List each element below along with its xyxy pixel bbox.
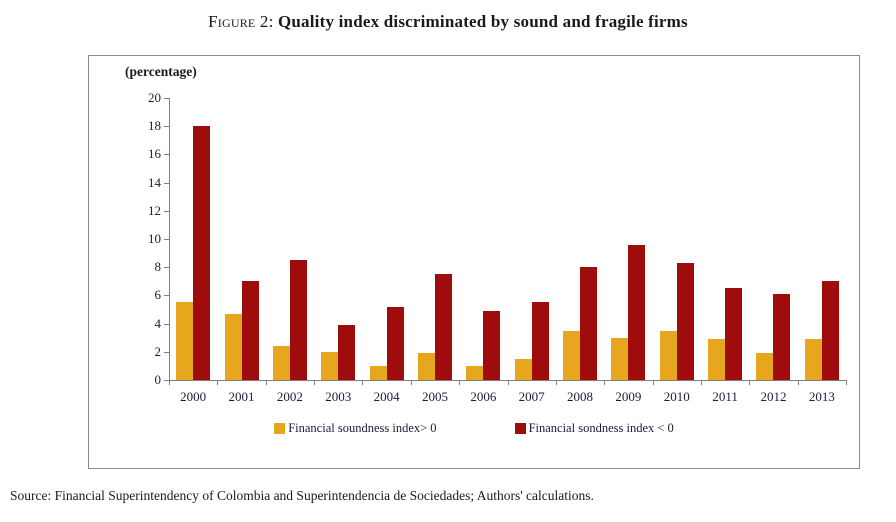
y-tick-label: 10 (148, 231, 161, 246)
y-axis-tick (164, 351, 169, 353)
y-tick-label: 0 (154, 372, 162, 387)
x-axis-tick (797, 380, 799, 385)
y-axis-tick (164, 126, 169, 128)
x-axis-tick (555, 380, 557, 385)
bar-2003-series1 (338, 325, 356, 380)
x-category-label: 2013 (808, 389, 835, 404)
bar-2004-series1 (386, 306, 404, 380)
chart-container: (percentage) 0 2 4 6 8 10 12 14 16 18 20 2000 2001 20… (88, 55, 860, 469)
bar-2009-series1 (628, 244, 646, 380)
x-category-label: 2012 (760, 389, 787, 404)
y-axis-tick (164, 239, 169, 240)
figure-number-label: Figure 2: (208, 12, 274, 31)
chart-legend: Financial soundness index> 0 Financial s… (89, 421, 859, 436)
legend-swatch-sound (274, 423, 286, 434)
bar-2004-series0 (369, 365, 387, 380)
y-tick-label: 12 (148, 202, 161, 218)
bar-2011-series1 (725, 288, 743, 380)
y-tick-label: 4 (154, 315, 162, 331)
x-category-label: 2008 (567, 389, 594, 404)
x-axis-tick (749, 380, 751, 385)
y-axis-tick (164, 98, 169, 99)
bar-2013-series1 (821, 281, 839, 380)
x-axis-tick (169, 380, 170, 385)
x-category-label: 2009 (615, 389, 642, 404)
y-axis-unit-label: (percentage) (125, 64, 197, 79)
bar-2005-series1 (434, 274, 452, 380)
x-category-label: 2010 (663, 389, 690, 404)
bar-2000-series1 (193, 126, 211, 380)
bar-2010-series1 (676, 262, 694, 380)
x-axis-tick (604, 380, 606, 385)
y-axis-tick (164, 295, 169, 297)
bar-2007-series0 (514, 358, 532, 380)
legend-swatch-fragile (514, 423, 526, 434)
y-tick-label: 8 (154, 259, 162, 275)
y-tick-label: 18 (148, 118, 161, 134)
figure-title: Figure 2: Quality index discriminated by… (0, 12, 896, 32)
bar-2000-series0 (176, 302, 194, 380)
x-axis-tick (217, 380, 219, 385)
x-axis-tick (652, 380, 654, 385)
bar-2009-series0 (611, 337, 629, 380)
x-axis-tick (700, 380, 702, 385)
x-axis-tick (362, 380, 364, 385)
x-category-label: 2005 (421, 389, 448, 404)
bar-2006-series0 (466, 365, 484, 380)
y-axis-tick (164, 380, 169, 381)
plot-area: 0 2 4 6 8 10 12 14 16 18 20 2000 2001 2002 2003 2004 200… (89, 56, 859, 468)
bar-2007-series1 (531, 302, 549, 380)
x-category-label: 2001 (228, 389, 255, 404)
x-category-label: 2002 (276, 389, 303, 404)
bar-2001-series1 (241, 281, 259, 380)
x-category-label: 2011 (712, 389, 738, 404)
bar-2011-series0 (708, 339, 726, 380)
bar-2003-series0 (321, 351, 339, 380)
x-axis-tick (410, 380, 412, 385)
bar-2002-series1 (289, 260, 307, 380)
y-tick-label: 14 (148, 174, 161, 190)
x-axis-tick (265, 380, 267, 385)
x-category-label: 2003 (325, 389, 352, 404)
legend-item-fragile: Financial sondness index < 0 (514, 421, 674, 436)
y-tick-label: 2 (154, 343, 162, 359)
bar-2005-series0 (417, 353, 435, 380)
y-tick-label: 16 (148, 146, 161, 162)
x-category-label: 2007 (518, 389, 545, 404)
bar-2006-series1 (483, 310, 501, 380)
x-category-label: 2000 (180, 389, 207, 404)
bar-2012-series0 (756, 353, 774, 380)
x-axis-tick (459, 380, 461, 385)
bar-2001-series0 (224, 313, 242, 380)
y-axis-tick (164, 182, 169, 184)
bar-2010-series0 (659, 330, 677, 380)
bar-2008-series0 (563, 330, 581, 380)
figure-title-text: Quality index discriminated by sound and… (277, 12, 688, 31)
x-axis-tick (507, 380, 509, 385)
y-axis-tick (164, 210, 169, 212)
y-tick-label: 20 (148, 90, 161, 105)
y-axis-tick (164, 323, 169, 325)
legend-item-sound: Financial soundness index> 0 (274, 421, 437, 436)
x-axis-tick (314, 380, 316, 385)
source-note: Source: Financial Superintendency of Col… (10, 488, 594, 503)
bar-2012-series1 (773, 293, 791, 380)
bar-2008-series1 (580, 267, 598, 380)
x-category-label: 2004 (373, 389, 400, 404)
bar-2013-series0 (804, 339, 822, 380)
y-axis-tick (164, 154, 169, 156)
legend-label-sound: Financial soundness index> 0 (288, 421, 437, 435)
legend-label-fragile: Financial sondness index < 0 (528, 421, 674, 435)
y-tick-label: 6 (154, 287, 162, 303)
x-axis-tick (846, 380, 847, 385)
y-axis-tick (164, 267, 169, 269)
y-axis (169, 98, 170, 380)
x-category-label: 2006 (470, 389, 497, 404)
bar-2002-series0 (272, 346, 290, 380)
